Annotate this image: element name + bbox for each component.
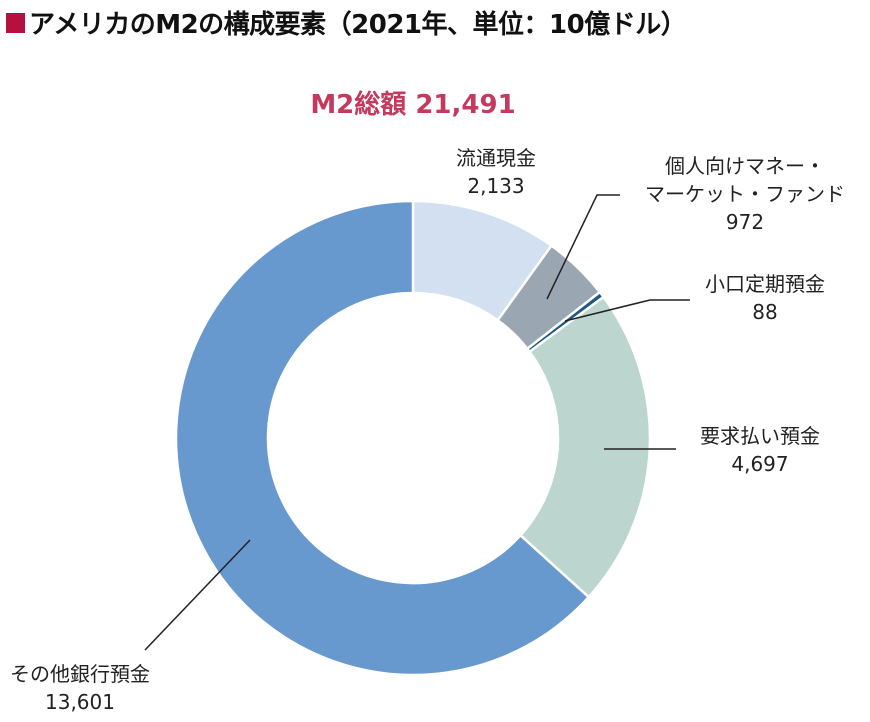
label-demand-deposits: 要求払い預金 4,697	[685, 422, 835, 478]
label-other-deposits-value: 13,601	[45, 690, 115, 714]
leader-line-other-deposits	[144, 539, 251, 651]
label-currency-value: 2,133	[467, 174, 525, 198]
leader-line-small-time-deposits	[564, 299, 690, 322]
label-other-deposits-name: その他銀行預金	[10, 662, 150, 686]
slice-demand-deposits	[518, 295, 652, 599]
leader-line-mmf	[546, 194, 620, 300]
label-currency-name: 流通現金	[456, 146, 536, 170]
chart-title-text: アメリカのM2の構成要素（2021年、単位：10億ドル）	[29, 10, 687, 40]
label-small-time-deposits-name: 小口定期預金	[705, 272, 825, 296]
chart-title: アメリカのM2の構成要素（2021年、単位：10億ドル）	[6, 4, 687, 41]
slice-other-deposits	[174, 199, 591, 677]
label-demand-deposits-name: 要求払い預金	[700, 424, 820, 448]
label-mmf-name-1: 個人向けマネー・	[665, 154, 825, 178]
title-marker-icon	[6, 12, 25, 33]
label-mmf-value: 972	[725, 210, 765, 234]
label-currency: 流通現金 2,133	[436, 144, 556, 200]
label-other-deposits: その他銀行預金 13,601	[0, 660, 160, 716]
label-mmf-name-2: マーケット・ファンド	[645, 182, 845, 206]
label-small-time-deposits-value: 88	[752, 300, 778, 324]
label-small-time-deposits: 小口定期預金 88	[690, 270, 840, 326]
m2-total: M2総額 21,491	[310, 90, 516, 120]
leader-lines	[144, 194, 690, 651]
label-mmf: 個人向けマネー・ マーケット・ファンド 972	[620, 152, 870, 236]
donut-slices	[174, 199, 652, 677]
label-demand-deposits-value: 4,697	[731, 452, 789, 476]
